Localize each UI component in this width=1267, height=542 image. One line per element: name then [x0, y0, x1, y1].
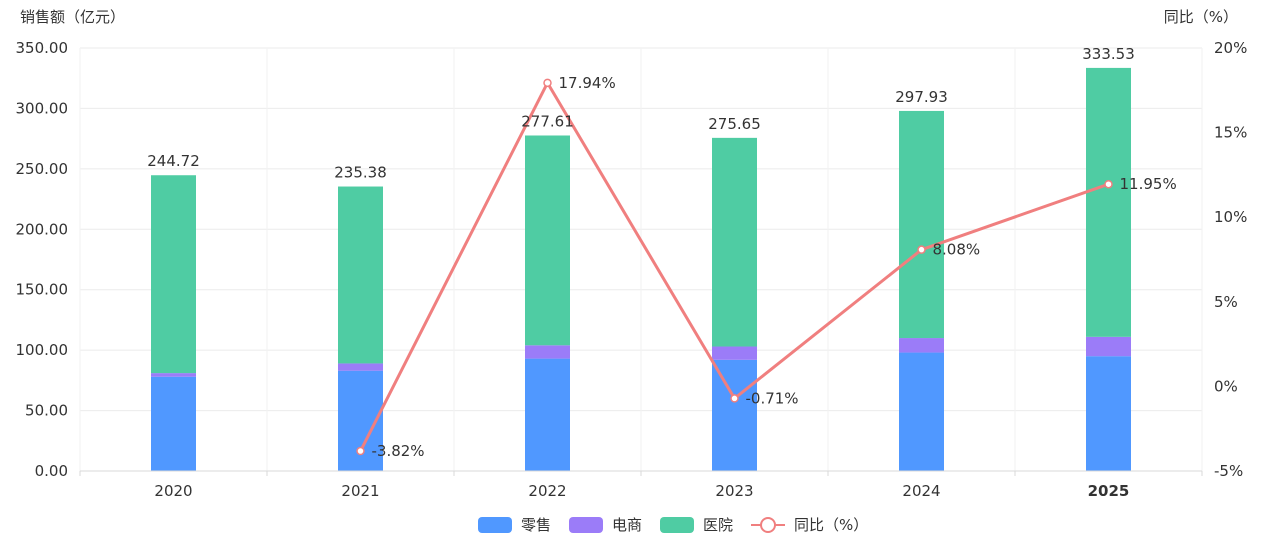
legend-swatch	[660, 517, 694, 533]
y-tick-label: 150.00	[16, 281, 69, 299]
legend-label: 电商	[612, 516, 642, 534]
growth-point	[356, 446, 365, 456]
bar-total-label: 275.65	[708, 115, 761, 133]
bar-segment	[899, 110, 944, 339]
bar-segment	[525, 345, 570, 359]
data-labels: 244.72 235.38 277.61 275.65 297.93 333.53 -3.8…	[147, 45, 1176, 460]
y-tick-label: 350.00	[16, 39, 69, 57]
legend-swatch	[478, 517, 512, 533]
legend-label: 医院	[703, 516, 733, 534]
growth-point	[543, 78, 552, 88]
bar-segment	[151, 376, 196, 471]
legend-marker	[760, 517, 776, 533]
y-tick-label: 0.00	[35, 462, 68, 480]
bar-segment	[338, 363, 383, 371]
y2-tick-label: 0%	[1214, 377, 1238, 395]
growth-label: -0.71%	[746, 389, 799, 407]
legend-swatch	[569, 517, 603, 533]
bar-segment	[1086, 356, 1131, 471]
bar-total-label: 244.72	[147, 152, 200, 170]
y2-tick-label: -5%	[1214, 462, 1243, 480]
y-tick-label: 200.00	[16, 220, 69, 238]
growth-label: -3.82%	[372, 442, 425, 460]
y2-tick-label: 5%	[1214, 293, 1238, 311]
y-tick-label: 50.00	[25, 402, 68, 420]
growth-point	[1104, 179, 1113, 189]
bar-total-label: 297.93	[895, 88, 948, 106]
bar-segment	[712, 137, 757, 347]
bar-segment	[151, 373, 196, 377]
bar-segment	[899, 338, 944, 353]
bar-segment	[899, 352, 944, 471]
legend-label: 零售	[521, 516, 551, 534]
bars	[151, 67, 1131, 471]
x-tick-label: 2025	[1088, 482, 1130, 500]
bar-segment	[712, 346, 757, 360]
y-tick-label: 300.00	[16, 99, 69, 117]
growth-line	[356, 78, 1113, 456]
axes: 0.00 50.00 100.00 150.00 200.00 250.00 300.00 3…	[16, 39, 1248, 500]
growth-point	[917, 245, 926, 254]
grid-lines	[79, 47, 1203, 472]
legend: 零售 电商 医院 同比（%）	[478, 516, 868, 534]
bar-segment	[712, 359, 757, 471]
bar-segment	[151, 175, 196, 374]
bar-total-label: 235.38	[334, 164, 387, 182]
y2-tick-label: 20%	[1214, 39, 1247, 57]
bar-segment	[525, 135, 570, 346]
x-tick-label: 2022	[528, 482, 566, 500]
y2-tick-label: 15%	[1214, 124, 1247, 142]
x-tick-label: 2024	[902, 482, 940, 500]
bar-segment	[1086, 67, 1131, 337]
growth-point	[730, 394, 739, 403]
growth-label: 8.08%	[933, 241, 981, 259]
x-tick-label: 2023	[715, 482, 753, 500]
x-tick-label: 2020	[154, 482, 192, 500]
bar-segment	[1086, 336, 1131, 357]
bar-total-label: 333.53	[1082, 45, 1135, 63]
y2-tick-label: 10%	[1214, 208, 1247, 226]
legend-label: 同比（%）	[794, 516, 868, 534]
growth-label: 11.95%	[1120, 175, 1177, 193]
y-tick-label: 100.00	[16, 341, 69, 359]
y2-axis-title: 同比（%）	[1164, 8, 1238, 26]
bar-total-label: 277.61	[521, 112, 574, 130]
y-tick-label: 250.00	[16, 160, 69, 178]
growth-label: 17.94%	[559, 74, 616, 92]
bar-segment	[338, 186, 383, 364]
x-tick-label: 2021	[341, 482, 379, 500]
y-axis-title: 销售额（亿元）	[20, 8, 125, 26]
bar-segment	[525, 358, 570, 471]
